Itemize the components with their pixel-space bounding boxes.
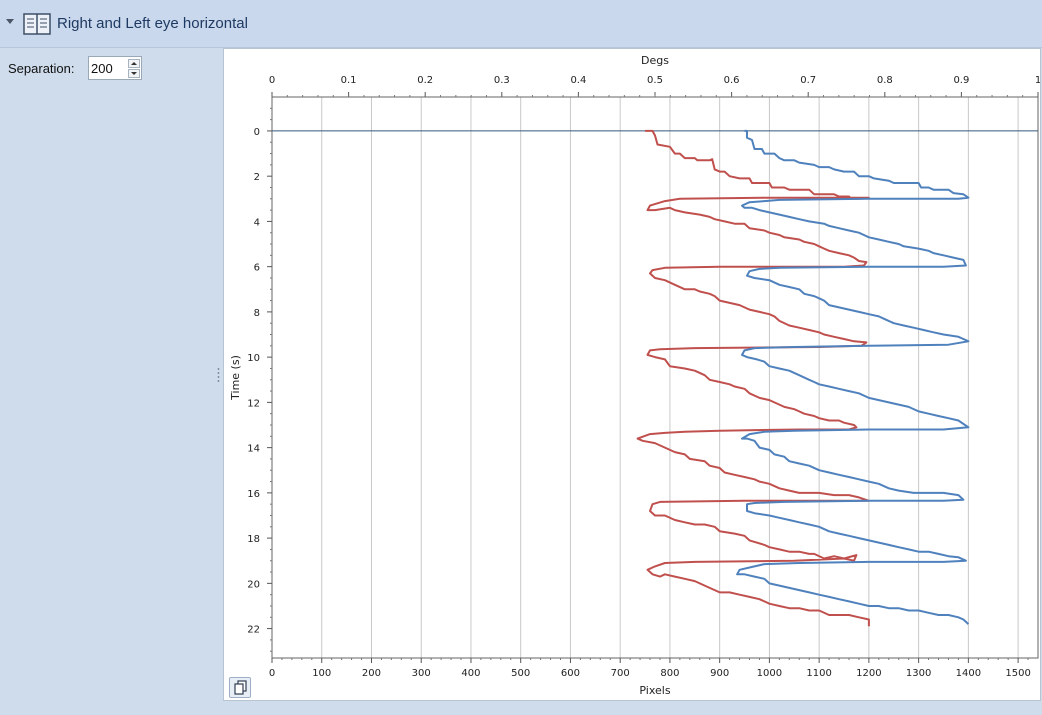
bottom-tick-label: 800	[660, 668, 679, 679]
bottom-tick-label: 1300	[906, 668, 931, 679]
bottom-tick-label: 700	[611, 668, 630, 679]
top-axis-title: Degs	[641, 54, 669, 67]
chart-panel: 0 0.1 0.2 0.3 0.4 0.5 0.6 0.7 0.8 0.9 1 0 100 200 300…	[223, 48, 1041, 701]
top-tick-label: 0.6	[724, 75, 740, 86]
left-tick-label: 20	[247, 579, 260, 590]
top-tick-label: 0	[269, 75, 275, 86]
panel-title: Right and Left eye horizontal	[57, 15, 248, 32]
top-tick-label: 0.4	[570, 75, 586, 86]
left-axis-title: Time (s)	[229, 355, 242, 401]
panel-header: Right and Left eye horizontal	[0, 0, 1042, 48]
left-tick-label: 6	[254, 263, 260, 274]
separation-stepper	[88, 56, 142, 80]
spin-up-button[interactable]	[128, 59, 140, 68]
bottom-tick-label: 0	[269, 668, 275, 679]
bottom-tick-label: 1400	[956, 668, 981, 679]
separation-label: Separation:	[8, 61, 75, 76]
bottom-tick-label: 900	[710, 668, 729, 679]
top-tick-label: 1	[1035, 75, 1040, 86]
grid-lines	[271, 97, 1019, 658]
bottom-tick-label: 1200	[856, 668, 881, 679]
settings-panel	[0, 48, 222, 715]
series-line-blue	[736, 129, 970, 625]
bottom-tick-label: 100	[312, 668, 331, 679]
bottom-tick-label: 1500	[1005, 668, 1030, 679]
collapse-arrow-icon[interactable]	[6, 19, 14, 24]
top-tick-label: 0.7	[800, 75, 816, 86]
bottom-tick-label: 600	[561, 668, 580, 679]
left-tick-label: 22	[247, 625, 260, 636]
series-layer	[636, 129, 970, 627]
bottom-tick-label: 1000	[757, 668, 782, 679]
spin-down-button[interactable]	[128, 69, 140, 78]
left-tick-label: 16	[247, 489, 260, 500]
top-tick-label: 0.3	[494, 75, 510, 86]
plot-area	[271, 96, 1039, 659]
top-tick-label: 0.2	[417, 75, 433, 86]
left-tick-label: 8	[254, 308, 260, 319]
bottom-tick-label: 500	[511, 668, 530, 679]
left-axis: 0 2 4 6 8 10 12 14 16 18 20 22	[247, 107, 272, 652]
bottom-tick-label: 300	[412, 668, 431, 679]
copy-icon	[234, 680, 247, 695]
top-tick-label: 0.9	[953, 75, 969, 86]
top-tick-label: 0.1	[341, 75, 357, 86]
separation-input[interactable]	[89, 57, 127, 79]
left-tick-label: 10	[247, 353, 260, 364]
copy-button[interactable]	[229, 677, 251, 698]
splitter-grip-icon[interactable]	[217, 367, 220, 383]
left-tick-label: 18	[247, 534, 260, 545]
left-tick-label: 0	[254, 127, 260, 138]
top-tick-label: 0.8	[877, 75, 893, 86]
bottom-axis: 0 100 200 300 400 500 600 700 800 900 1000 1100 1200…	[269, 658, 1031, 679]
arrow-up-icon	[131, 62, 137, 65]
series-line-red	[636, 129, 870, 627]
arrow-down-icon	[131, 72, 137, 75]
eye-position-chart: 0 0.1 0.2 0.3 0.4 0.5 0.6 0.7 0.8 0.9 1 0 100 200 300…	[229, 54, 1040, 697]
left-tick-label: 2	[254, 172, 260, 183]
bottom-tick-label: 1100	[806, 668, 831, 679]
bottom-tick-label: 200	[362, 668, 381, 679]
bottom-axis-title: Pixels	[639, 684, 670, 697]
top-axis: 0 0.1 0.2 0.3 0.4 0.5 0.6 0.7 0.8 0.9 1	[269, 75, 1040, 97]
left-tick-label: 4	[254, 217, 260, 228]
top-tick-label: 0.5	[647, 75, 663, 86]
bottom-tick-label: 400	[461, 668, 480, 679]
book-icon	[23, 13, 51, 35]
left-tick-label: 12	[247, 398, 260, 409]
left-tick-label: 14	[247, 444, 260, 455]
